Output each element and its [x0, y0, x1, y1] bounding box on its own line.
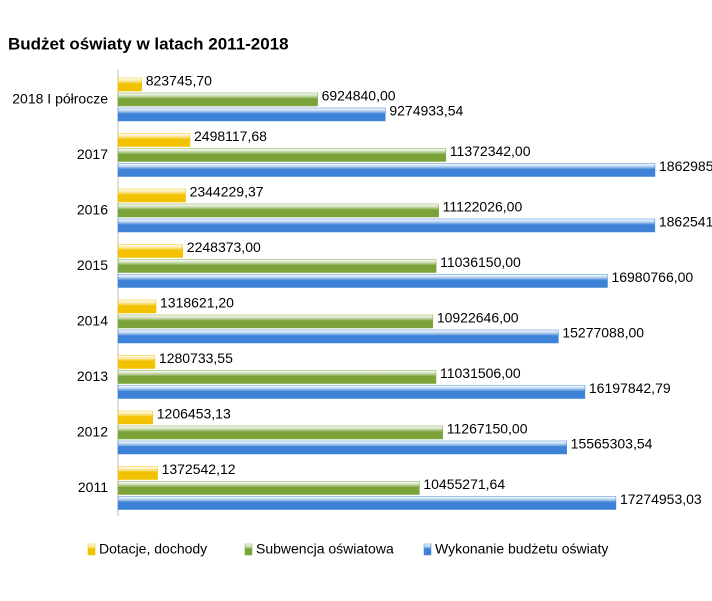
bar — [117, 329, 559, 344]
bar — [117, 425, 444, 440]
bar — [117, 77, 142, 92]
value-label: 2248373,00 — [187, 239, 261, 255]
value-label: 16980766,00 — [611, 269, 693, 285]
bar — [117, 133, 191, 147]
bar — [117, 218, 656, 233]
bar — [117, 244, 184, 258]
y-tick-label: 2015 — [77, 257, 108, 273]
value-label: 1206453,13 — [157, 406, 231, 422]
value-label: 11267150,00 — [447, 421, 528, 437]
value-label: 18629855,36 — [659, 158, 712, 174]
bar — [117, 385, 586, 399]
y-tick-label: 2013 — [77, 368, 108, 384]
value-label: 1280733,55 — [159, 350, 233, 366]
bar — [117, 299, 157, 314]
y-tick-label: 2017 — [77, 146, 108, 162]
y-tick-label: 2014 — [77, 313, 108, 329]
bar — [117, 466, 158, 480]
value-label: 9274933,54 — [389, 103, 463, 119]
legend-label: Dotacje, dochody — [99, 541, 207, 557]
value-label: 15277088,00 — [562, 325, 644, 341]
value-label: 11122026,00 — [443, 199, 523, 215]
value-label: 10455271,64 — [423, 476, 505, 492]
value-label: 16197842,79 — [589, 380, 671, 396]
bar — [117, 481, 420, 495]
value-label: 6924840,00 — [322, 88, 396, 104]
value-label: 11036150,00 — [440, 254, 521, 270]
y-tick-label: 2018 I półrocze — [12, 91, 108, 107]
y-tick-label: 2011 — [78, 479, 108, 495]
value-label: 17274953,03 — [620, 491, 702, 507]
value-label: 823745,70 — [146, 73, 212, 89]
bar — [117, 163, 656, 177]
bar — [117, 92, 318, 107]
bar — [117, 274, 608, 288]
bar — [117, 410, 154, 425]
bar — [117, 148, 447, 162]
bar — [117, 203, 439, 218]
bar — [117, 259, 437, 273]
legend-swatch — [87, 543, 96, 556]
legend-label: Wykonanie budżetu oświaty — [435, 541, 608, 557]
bar — [117, 370, 437, 384]
value-label: 18625410,24 — [659, 214, 712, 230]
value-label: 11031506,00 — [440, 365, 521, 381]
value-label: 10922646,00 — [437, 310, 519, 326]
bar — [117, 496, 617, 510]
y-tick-label: 2016 — [77, 202, 108, 218]
legend-swatch — [244, 543, 253, 556]
value-label: 15565303,54 — [571, 436, 653, 452]
bar — [117, 188, 186, 203]
legend-label: Subwencja oświatowa — [256, 541, 394, 557]
value-label: 1318621,20 — [160, 295, 234, 311]
value-label: 1372542,12 — [162, 461, 236, 477]
bar — [117, 355, 156, 369]
bar — [117, 107, 386, 122]
bar — [117, 440, 567, 455]
value-label: 2344229,37 — [190, 184, 264, 200]
y-tick-label: 2012 — [77, 424, 108, 440]
legend-swatch — [423, 543, 432, 556]
value-label: 11372342,00 — [450, 143, 531, 159]
value-label: 2498117,68 — [194, 128, 267, 144]
chart-title: Budżet oświaty w latach 2011-2018 — [8, 34, 289, 53]
bar — [117, 314, 434, 329]
